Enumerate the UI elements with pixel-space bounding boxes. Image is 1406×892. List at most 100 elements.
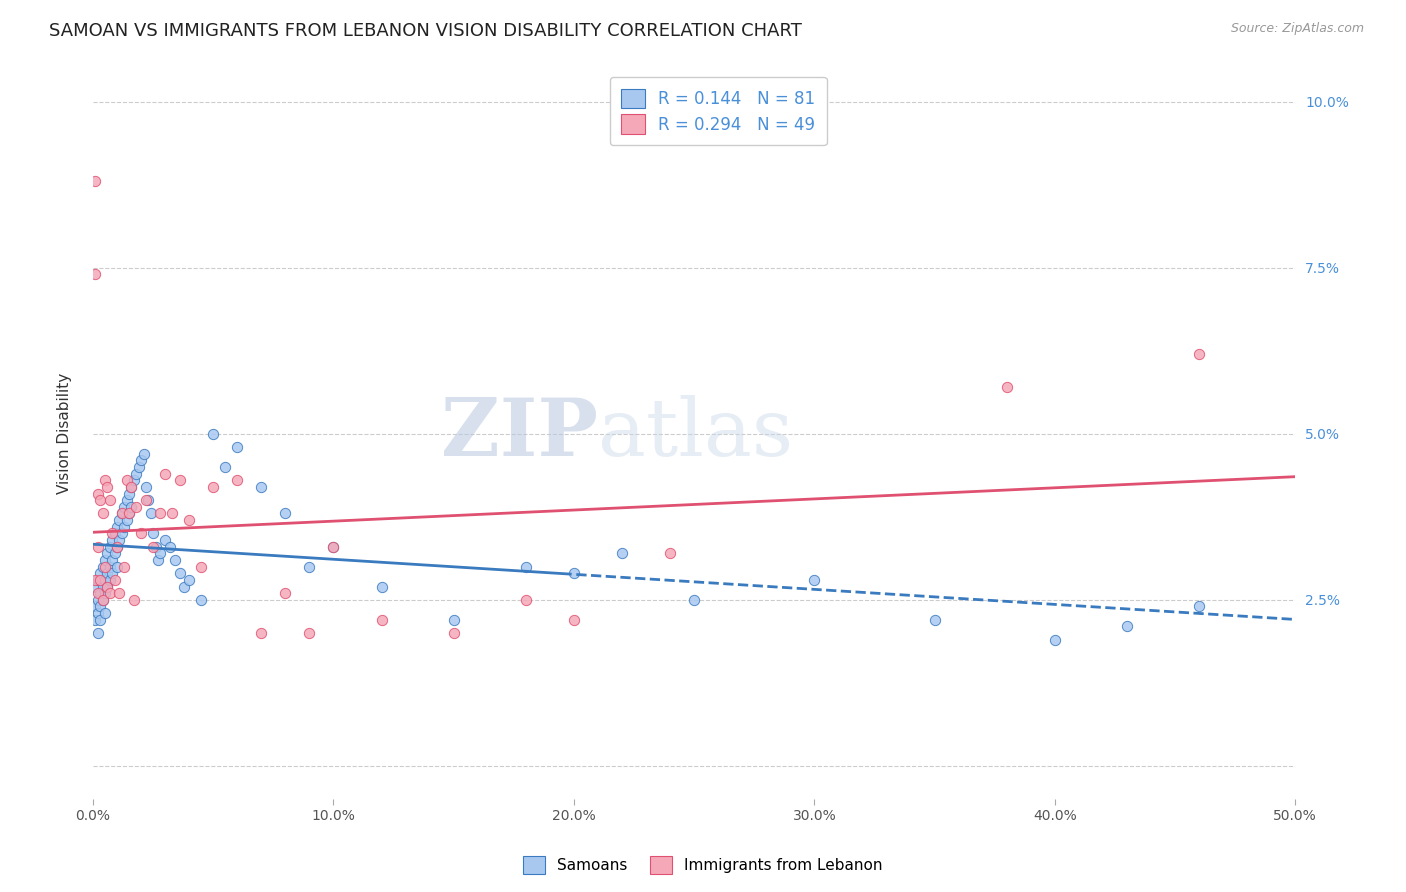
Point <box>84 268 107 282</box>
Text: Source: ZipAtlas.com: Source: ZipAtlas.com <box>1230 22 1364 36</box>
Point <box>98 559 121 574</box>
Point <box>101 526 124 541</box>
Point <box>98 586 121 600</box>
Point <box>105 520 128 534</box>
Point <box>142 540 165 554</box>
Point <box>226 473 249 487</box>
Point <box>322 540 344 554</box>
Point <box>94 559 117 574</box>
Point <box>274 507 297 521</box>
Point <box>562 613 585 627</box>
Point <box>104 526 127 541</box>
Point <box>322 540 344 554</box>
Point <box>129 453 152 467</box>
Point <box>121 480 143 494</box>
Point <box>101 566 124 581</box>
Point <box>443 613 465 627</box>
Point <box>129 526 152 541</box>
Point <box>139 507 162 521</box>
Point <box>125 467 148 481</box>
Point <box>153 467 176 481</box>
Point <box>149 507 172 521</box>
Point <box>135 480 157 494</box>
Point <box>112 520 135 534</box>
Point <box>98 493 121 508</box>
Point <box>87 586 110 600</box>
Point <box>370 580 392 594</box>
Point <box>96 480 118 494</box>
Point <box>105 540 128 554</box>
Point <box>111 507 134 521</box>
Point <box>115 513 138 527</box>
Point <box>91 592 114 607</box>
Point <box>104 573 127 587</box>
Point <box>111 526 134 541</box>
Point <box>153 533 176 547</box>
Point <box>94 573 117 587</box>
Legend: Samoans, Immigrants from Lebanon: Samoans, Immigrants from Lebanon <box>517 850 889 880</box>
Point <box>214 460 236 475</box>
Point <box>89 493 111 508</box>
Text: ZIP: ZIP <box>441 395 598 473</box>
Y-axis label: Vision Disability: Vision Disability <box>58 373 72 494</box>
Point <box>91 559 114 574</box>
Point <box>112 500 135 514</box>
Point <box>101 553 124 567</box>
Point <box>84 573 107 587</box>
Point <box>94 586 117 600</box>
Point <box>443 626 465 640</box>
Point <box>105 540 128 554</box>
Point <box>87 573 110 587</box>
Point <box>226 440 249 454</box>
Point <box>96 546 118 560</box>
Point <box>162 507 184 521</box>
Point <box>190 592 212 607</box>
Point <box>104 546 127 560</box>
Point <box>108 533 131 547</box>
Point <box>159 540 181 554</box>
Point <box>179 513 201 527</box>
Point <box>163 553 186 567</box>
Point <box>202 480 225 494</box>
Point <box>121 480 143 494</box>
Point <box>125 500 148 514</box>
Point <box>89 566 111 581</box>
Point <box>115 493 138 508</box>
Point <box>105 559 128 574</box>
Point <box>87 486 110 500</box>
Point <box>169 473 191 487</box>
Point <box>84 613 107 627</box>
Point <box>803 573 825 587</box>
Text: atlas: atlas <box>598 395 793 473</box>
Point <box>250 626 273 640</box>
Point <box>683 592 706 607</box>
Point <box>87 606 110 620</box>
Point <box>370 613 392 627</box>
Point <box>87 626 110 640</box>
Text: SAMOAN VS IMMIGRANTS FROM LEBANON VISION DISABILITY CORRELATION CHART: SAMOAN VS IMMIGRANTS FROM LEBANON VISION… <box>49 22 801 40</box>
Point <box>94 553 117 567</box>
Point <box>115 473 138 487</box>
Point <box>98 573 121 587</box>
Point <box>298 626 321 640</box>
Point <box>659 546 682 560</box>
Point <box>89 586 111 600</box>
Point <box>136 493 159 508</box>
Point <box>142 526 165 541</box>
Point <box>173 580 195 594</box>
Point <box>121 500 143 514</box>
Point <box>149 546 172 560</box>
Point <box>1188 599 1211 614</box>
Point <box>135 493 157 508</box>
Point <box>122 592 145 607</box>
Point <box>98 540 121 554</box>
Point <box>562 566 585 581</box>
Point <box>146 553 169 567</box>
Point <box>96 580 118 594</box>
Point <box>122 473 145 487</box>
Point <box>87 540 110 554</box>
Point <box>94 473 117 487</box>
Point <box>610 546 633 560</box>
Point <box>128 460 150 475</box>
Point <box>118 507 141 521</box>
